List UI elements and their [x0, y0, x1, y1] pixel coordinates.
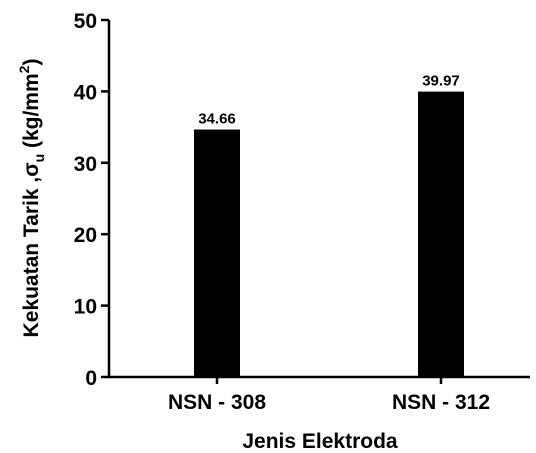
y-axis-title-symbol: σ — [20, 162, 43, 176]
x-tick-label: NSN - 308 — [168, 391, 266, 414]
y-tick-label: 0 — [85, 367, 97, 390]
bars: 34.66 39.97 — [194, 73, 464, 377]
y-tick-label: 50 — [74, 10, 97, 33]
y-axis-title-unit-open: (kg/mm — [20, 73, 43, 154]
bar-data-label: 34.66 — [198, 111, 236, 128]
y-axis-title-superscript: 2 — [16, 65, 32, 73]
y-axis-ticks: 0 10 20 30 40 50 — [74, 10, 109, 390]
x-axis-title: Jenis Elektroda — [242, 430, 398, 453]
bar — [418, 91, 464, 377]
y-tick-label: 40 — [74, 81, 97, 104]
y-tick-label: 10 — [74, 296, 97, 319]
y-axis-title-unit-close: ) — [20, 59, 43, 66]
y-axis-title-subscript: u — [31, 154, 47, 163]
x-tick-label: NSN - 312 — [392, 391, 490, 414]
bar-data-label: 39.97 — [422, 73, 460, 90]
y-axis-title: Kekuatan Tarik ,σu (kg/mm2) — [16, 59, 47, 338]
y-tick-label: 30 — [74, 153, 97, 176]
y-tick-label: 20 — [74, 224, 97, 247]
y-axis-title-prefix: Kekuatan Tarik , — [20, 177, 43, 338]
x-axis-ticks: NSN - 308 NSN - 312 — [168, 377, 490, 414]
bar — [194, 129, 240, 377]
